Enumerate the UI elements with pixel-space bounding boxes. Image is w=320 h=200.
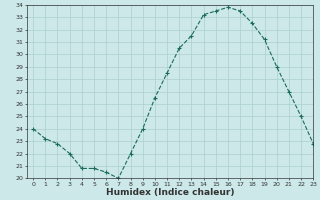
X-axis label: Humidex (Indice chaleur): Humidex (Indice chaleur) bbox=[106, 188, 234, 197]
